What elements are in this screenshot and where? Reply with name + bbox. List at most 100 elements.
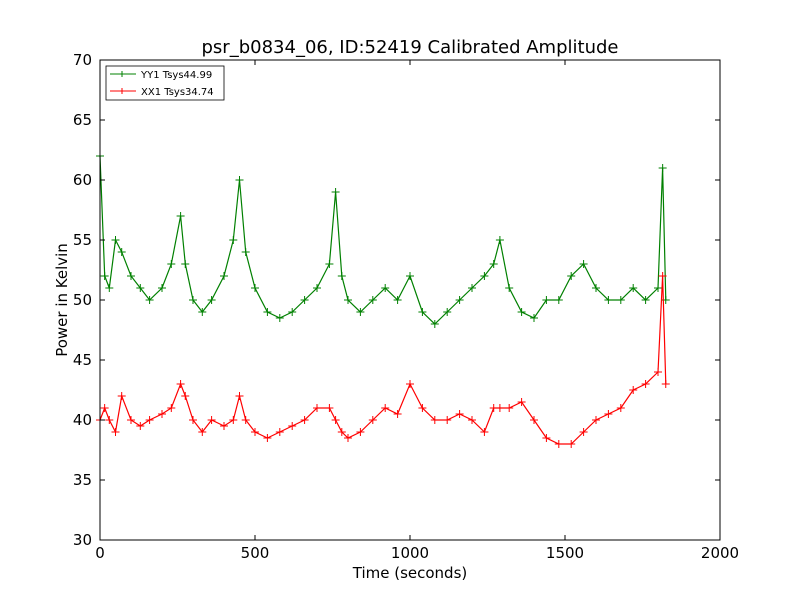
data-point-yy1 [356, 308, 365, 316]
y-axis-title: Power in Kelvin [53, 243, 71, 357]
data-point-yy1 [418, 308, 427, 316]
data-point-xx1 [505, 404, 514, 412]
data-point-yy1 [263, 308, 272, 316]
data-point-yy1 [629, 284, 638, 292]
data-point-yy1 [393, 296, 402, 304]
data-point-yy1 [100, 272, 109, 280]
data-point-xx1 [325, 404, 334, 412]
x-tick-label: 1000 [391, 544, 429, 562]
data-point-yy1 [167, 260, 176, 268]
data-point-yy1 [658, 164, 667, 172]
legend-label-yy1: YY1 Tsys44.99 [140, 70, 212, 81]
data-point-xx1 [344, 434, 352, 442]
data-point-xx1 [181, 392, 190, 400]
data-point-yy1 [158, 284, 166, 292]
data-point-xx1 [480, 428, 489, 436]
data-point-xx1 [288, 422, 297, 430]
data-point-xx1 [176, 380, 185, 388]
data-point-yy1 [406, 272, 414, 280]
data-point-yy1 [654, 284, 662, 292]
data-point-yy1 [207, 296, 216, 304]
data-point-xx1 [189, 416, 197, 424]
data-point-xx1 [430, 416, 439, 424]
data-point-xx1 [136, 422, 145, 430]
data-point-yy1 [505, 284, 514, 292]
data-point-yy1 [105, 284, 114, 292]
x-tick-label: 1500 [546, 544, 584, 562]
y-tick-label: 45 [73, 351, 92, 369]
data-point-xx1 [158, 410, 166, 418]
data-point-yy1 [567, 272, 576, 280]
data-point-xx1 [100, 404, 109, 412]
data-point-yy1 [443, 308, 452, 316]
data-point-yy1 [241, 248, 250, 256]
data-point-yy1 [368, 296, 377, 304]
data-point-yy1 [181, 260, 190, 268]
y-tick-label: 50 [73, 291, 92, 309]
data-point-yy1 [530, 314, 538, 322]
series-layer [96, 152, 670, 448]
data-point-yy1 [495, 236, 504, 244]
data-point-yy1 [313, 284, 321, 292]
data-point-xx1 [542, 434, 551, 442]
y-tick-label: 70 [73, 51, 92, 69]
data-point-yy1 [468, 284, 476, 292]
data-point-xx1 [241, 416, 250, 424]
data-point-xx1 [629, 386, 638, 394]
data-point-xx1 [393, 410, 402, 418]
data-point-xx1 [654, 368, 662, 376]
data-point-yy1 [288, 308, 297, 316]
legend-marker-yy1 [119, 71, 125, 77]
data-point-xx1 [381, 404, 390, 412]
data-point-yy1 [344, 296, 352, 304]
data-point-yy1 [229, 236, 238, 244]
data-point-xx1 [117, 392, 126, 400]
data-point-xx1 [368, 416, 377, 424]
data-point-xx1 [235, 392, 244, 400]
data-point-yy1 [337, 272, 346, 280]
data-point-xx1 [554, 440, 563, 448]
data-point-yy1 [117, 248, 126, 256]
x-tick-label: 500 [241, 544, 270, 562]
x-axis-title: Time (seconds) [352, 564, 468, 582]
legend-entry-xx1: XX1 Tsys34.74 [110, 87, 214, 98]
data-point-xx1 [455, 410, 464, 418]
data-point-yy1 [542, 296, 551, 304]
data-point-yy1 [579, 260, 588, 268]
data-point-yy1 [198, 308, 207, 316]
data-point-xx1 [579, 428, 588, 436]
data-point-xx1 [406, 380, 414, 388]
data-point-yy1 [381, 284, 390, 292]
legend-marker-xx1 [119, 88, 125, 94]
data-point-xx1 [658, 272, 667, 280]
data-point-xx1 [111, 428, 120, 436]
data-point-yy1 [517, 308, 526, 316]
data-point-yy1 [275, 314, 284, 322]
chart-title: psr_b0834_06, ID:52419 Calibrated Amplit… [202, 37, 619, 58]
data-point-yy1 [592, 284, 600, 292]
data-point-xx1 [198, 428, 207, 436]
data-point-xx1 [105, 416, 114, 424]
data-point-xx1 [616, 404, 625, 412]
y-tick-label: 35 [73, 471, 92, 489]
data-point-yy1 [616, 296, 625, 304]
data-point-yy1 [251, 284, 259, 292]
data-point-xx1 [567, 440, 576, 448]
x-tick-label: 2000 [701, 544, 739, 562]
data-point-xx1 [229, 416, 238, 424]
data-point-yy1 [145, 296, 154, 304]
x-tick-label: 0 [95, 544, 105, 562]
y-tick-label: 30 [73, 531, 92, 549]
data-point-yy1 [136, 284, 145, 292]
y-tick-label: 60 [73, 171, 92, 189]
data-point-xx1 [145, 416, 154, 424]
legend: YY1 Tsys44.99 XX1 Tsys34.74 [105, 65, 225, 101]
data-point-xx1 [167, 404, 176, 412]
data-point-xx1 [604, 410, 613, 418]
data-point-yy1 [176, 212, 185, 220]
data-point-xx1 [331, 416, 340, 424]
y-tick-label: 65 [73, 111, 92, 129]
x-axis: 0 500 1000 1500 2000 [95, 60, 739, 562]
data-point-xx1 [313, 404, 321, 412]
data-point-yy1 [189, 296, 197, 304]
